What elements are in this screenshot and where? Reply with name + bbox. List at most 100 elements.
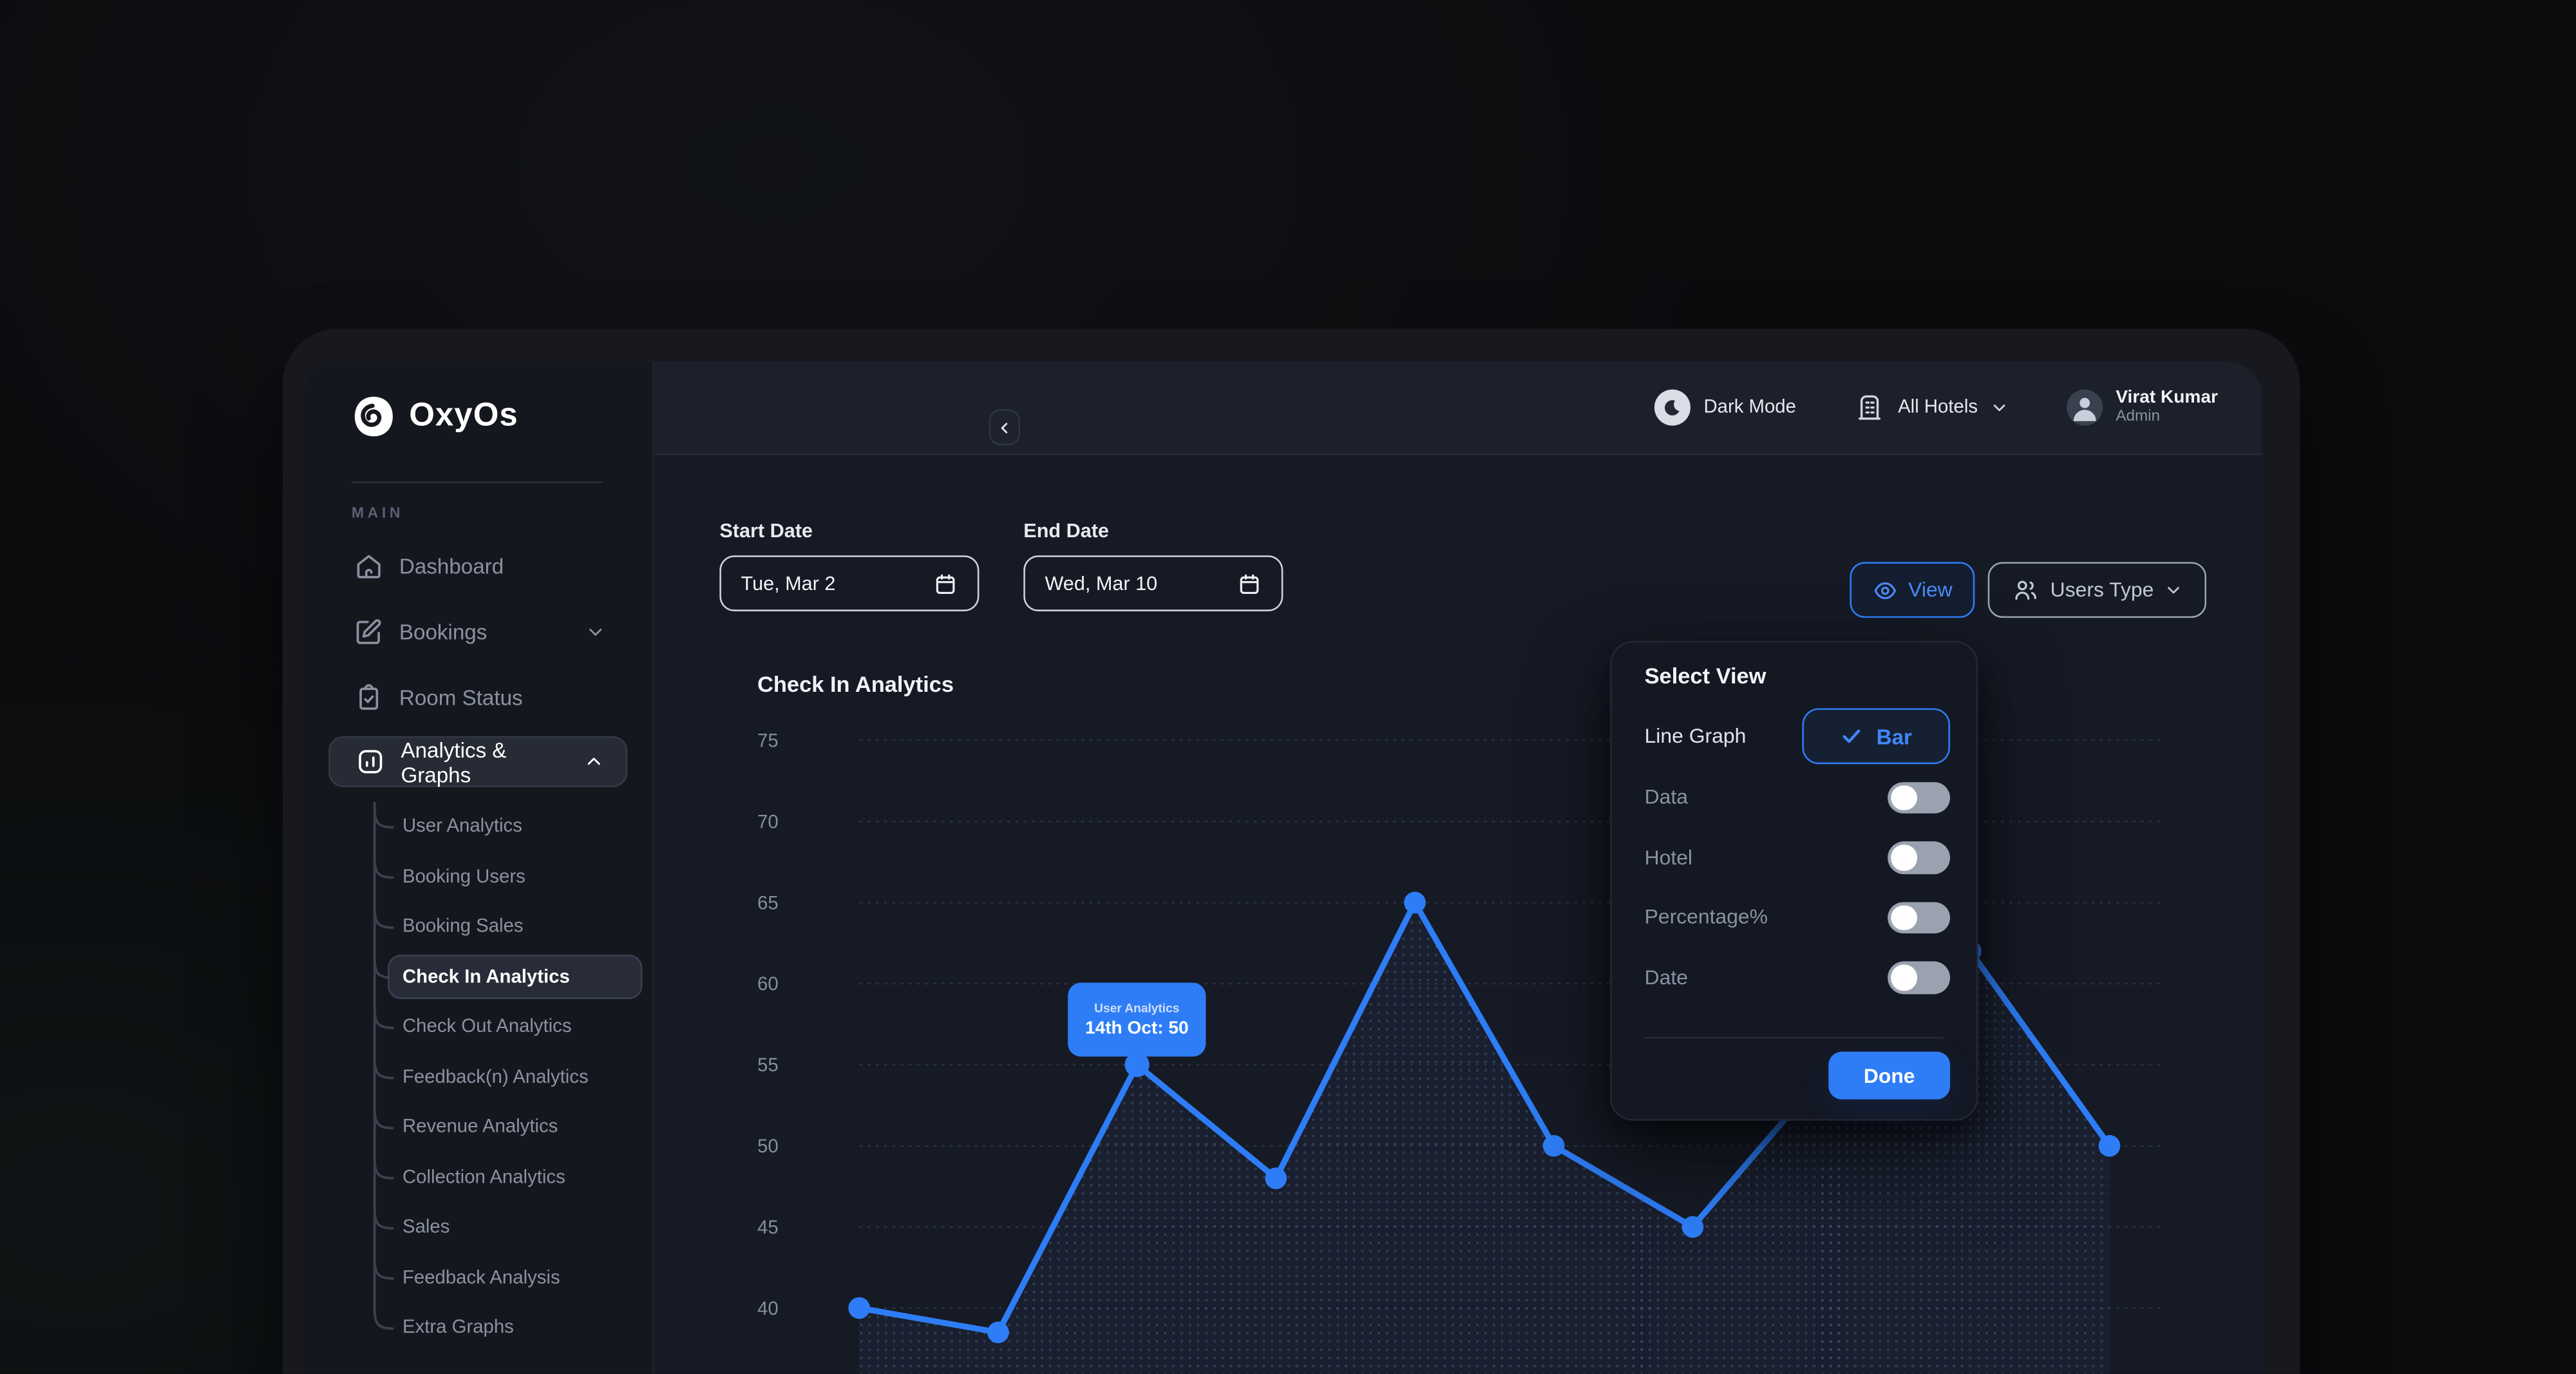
- sidebar-subitem-booking-sales[interactable]: Booking Sales: [402, 917, 524, 937]
- tooltip-series: User Analytics: [1094, 1000, 1180, 1016]
- svg-text:50: 50: [757, 1136, 779, 1157]
- sidebar-section-label: MAIN: [351, 504, 404, 521]
- start-date-value: Tue, Mar 2: [741, 571, 836, 595]
- sidebar-item-dashboard[interactable]: Dashboard: [328, 533, 627, 598]
- toggle-row-hotel: Hotel: [1644, 828, 1951, 888]
- data-toggle[interactable]: [1888, 781, 1951, 814]
- sidebar-subitem-check-in-analytics[interactable]: Check In Analytics: [388, 955, 643, 1000]
- sidebar-collapse-button[interactable]: [989, 409, 1021, 446]
- dark-mode-label: Dark Mode: [1703, 397, 1796, 417]
- app-window: OxyOs MAIN Dashboard Bookings: [303, 361, 2262, 1374]
- check-icon: [1843, 729, 1861, 743]
- user-name: Virat Kumar: [2116, 388, 2218, 408]
- chevron-down-icon: [589, 627, 602, 635]
- hotel-filter-label: All Hotels: [1898, 397, 1978, 417]
- checkin-analytics-chart[interactable]: 75 70 65 60 55 50 45 40: [654, 657, 2262, 1374]
- toggle-row-date: Date: [1644, 948, 1951, 1007]
- clipboard-check-icon: [359, 683, 379, 709]
- toggle-label: Date: [1644, 966, 1688, 989]
- svg-text:45: 45: [757, 1217, 779, 1238]
- svg-text:55: 55: [757, 1054, 779, 1076]
- sidebar-subitem-collection-analytics[interactable]: Collection Analytics: [402, 1168, 565, 1188]
- chevron-down-icon: [1993, 405, 2005, 412]
- select-view-popover: Select View Line Graph Bar Data Hotel Perc…: [1609, 640, 1978, 1121]
- done-button[interactable]: Done: [1828, 1051, 1951, 1100]
- hotel-filter-dropdown[interactable]: All Hotels: [1855, 393, 2007, 423]
- tooltip-value: 14th Oct: 50: [1084, 1018, 1189, 1039]
- bar-mode-label: Bar: [1876, 723, 1912, 749]
- sidebar-nav: Dashboard Bookings Room: [328, 533, 628, 787]
- users-icon: [2015, 580, 2036, 600]
- brand-swirl-icon: [354, 396, 393, 437]
- sidebar-item-label: Bookings: [399, 618, 488, 644]
- date-filters: Start Date Tue, Mar 2 End Date Wed, Mar …: [719, 519, 1283, 611]
- top-header: Dark Mode All Hotels Vir: [654, 361, 2262, 455]
- end-date-label: End Date: [1023, 519, 1109, 542]
- user-profile[interactable]: Virat Kumar Admin: [2066, 388, 2218, 427]
- bar-chart-icon: [359, 750, 383, 774]
- toggle-label: Data: [1644, 786, 1688, 809]
- sidebar-item-analytics-graphs[interactable]: Analytics & Graphs: [328, 736, 628, 787]
- sidebar-item-label: Dashboard: [399, 553, 504, 578]
- view-button[interactable]: View: [1850, 562, 1975, 618]
- svg-text:40: 40: [757, 1298, 779, 1319]
- sidebar-subitem-booking-users[interactable]: Booking Users: [402, 867, 526, 887]
- bar-mode-button[interactable]: Bar: [1802, 708, 1951, 765]
- sidebar-subitem-revenue-analytics[interactable]: Revenue Analytics: [402, 1118, 558, 1138]
- svg-text:65: 65: [757, 892, 779, 913]
- sidebar-subitem-sales[interactable]: Sales: [402, 1217, 450, 1238]
- toggle-label: Hotel: [1644, 846, 1693, 870]
- brand-logo: OxyOs: [352, 394, 518, 439]
- chevron-up-icon: [587, 758, 600, 765]
- moon-icon: [1654, 389, 1691, 426]
- graph-mode-row: Line Graph Bar: [1644, 708, 1951, 765]
- date-toggle[interactable]: [1888, 962, 1951, 994]
- calendar-icon: [936, 573, 955, 593]
- end-date-field: End Date Wed, Mar 10: [1023, 519, 1283, 611]
- sidebar: OxyOs MAIN Dashboard Bookings: [303, 361, 654, 1374]
- users-type-button[interactable]: Users Type: [1987, 562, 2207, 618]
- chart-tooltip: User Analytics 14th Oct: 50: [1068, 982, 1206, 1057]
- sidebar-submenu: User Analytics Booking Users Booking Sales…: [328, 801, 643, 1353]
- chart-title: Check In Analytics: [757, 672, 954, 697]
- sidebar-subitem-feedback-analysis[interactable]: Feedback Analysis: [402, 1268, 560, 1288]
- toggle-row-data: Data: [1644, 767, 1951, 827]
- chevron-left-icon: [1001, 422, 1008, 433]
- sidebar-item-label: Room Status: [399, 684, 523, 709]
- end-date-value: Wed, Mar 10: [1045, 571, 1158, 595]
- users-type-label: Users Type: [2050, 578, 2154, 602]
- toggle-list: Data Hotel Percentage% Date: [1644, 767, 1951, 1007]
- edit-icon: [356, 618, 381, 644]
- sidebar-item-room-status[interactable]: Room Status: [328, 664, 627, 730]
- graph-mode-label: Line Graph: [1644, 724, 1747, 748]
- sidebar-item-label: Analytics & Graphs: [401, 737, 507, 787]
- main-area: Dark Mode All Hotels Vir: [654, 361, 2262, 1374]
- avatar: [2066, 389, 2103, 426]
- chart-actions: View Users Type: [1850, 562, 2207, 618]
- sidebar-subitem-check-out-analytics[interactable]: Check Out Analytics: [402, 1017, 572, 1038]
- svg-text:70: 70: [757, 811, 779, 832]
- sidebar-divider: [351, 481, 603, 483]
- percentage--toggle[interactable]: [1888, 901, 1951, 934]
- svg-text:75: 75: [757, 730, 779, 752]
- view-button-label: View: [1908, 578, 1953, 602]
- home-icon: [357, 554, 381, 578]
- start-date-field: Start Date Tue, Mar 2: [719, 519, 980, 611]
- start-date-label: Start Date: [719, 519, 813, 542]
- chevron-down-icon: [2168, 587, 2179, 594]
- dark-mode-toggle[interactable]: Dark Mode: [1654, 389, 1796, 426]
- svg-text:60: 60: [757, 973, 779, 995]
- sidebar-subitem-user-analytics[interactable]: User Analytics: [402, 817, 522, 837]
- sidebar-subitem-feedback-n-analytics[interactable]: Feedback(n) Analytics: [402, 1067, 589, 1088]
- sidebar-subitem-extra-graphs[interactable]: Extra Graphs: [402, 1318, 514, 1339]
- eye-icon: [1873, 581, 1895, 598]
- toggle-label: Percentage%: [1644, 906, 1768, 930]
- hotel-toggle[interactable]: [1888, 841, 1951, 874]
- end-date-input[interactable]: Wed, Mar 10: [1023, 555, 1283, 611]
- start-date-input[interactable]: Tue, Mar 2: [719, 555, 980, 611]
- sidebar-item-bookings[interactable]: Bookings: [328, 598, 627, 664]
- brand-name: OxyOs: [409, 397, 518, 434]
- popover-divider: [1644, 1036, 1944, 1039]
- calendar-icon: [1240, 573, 1259, 593]
